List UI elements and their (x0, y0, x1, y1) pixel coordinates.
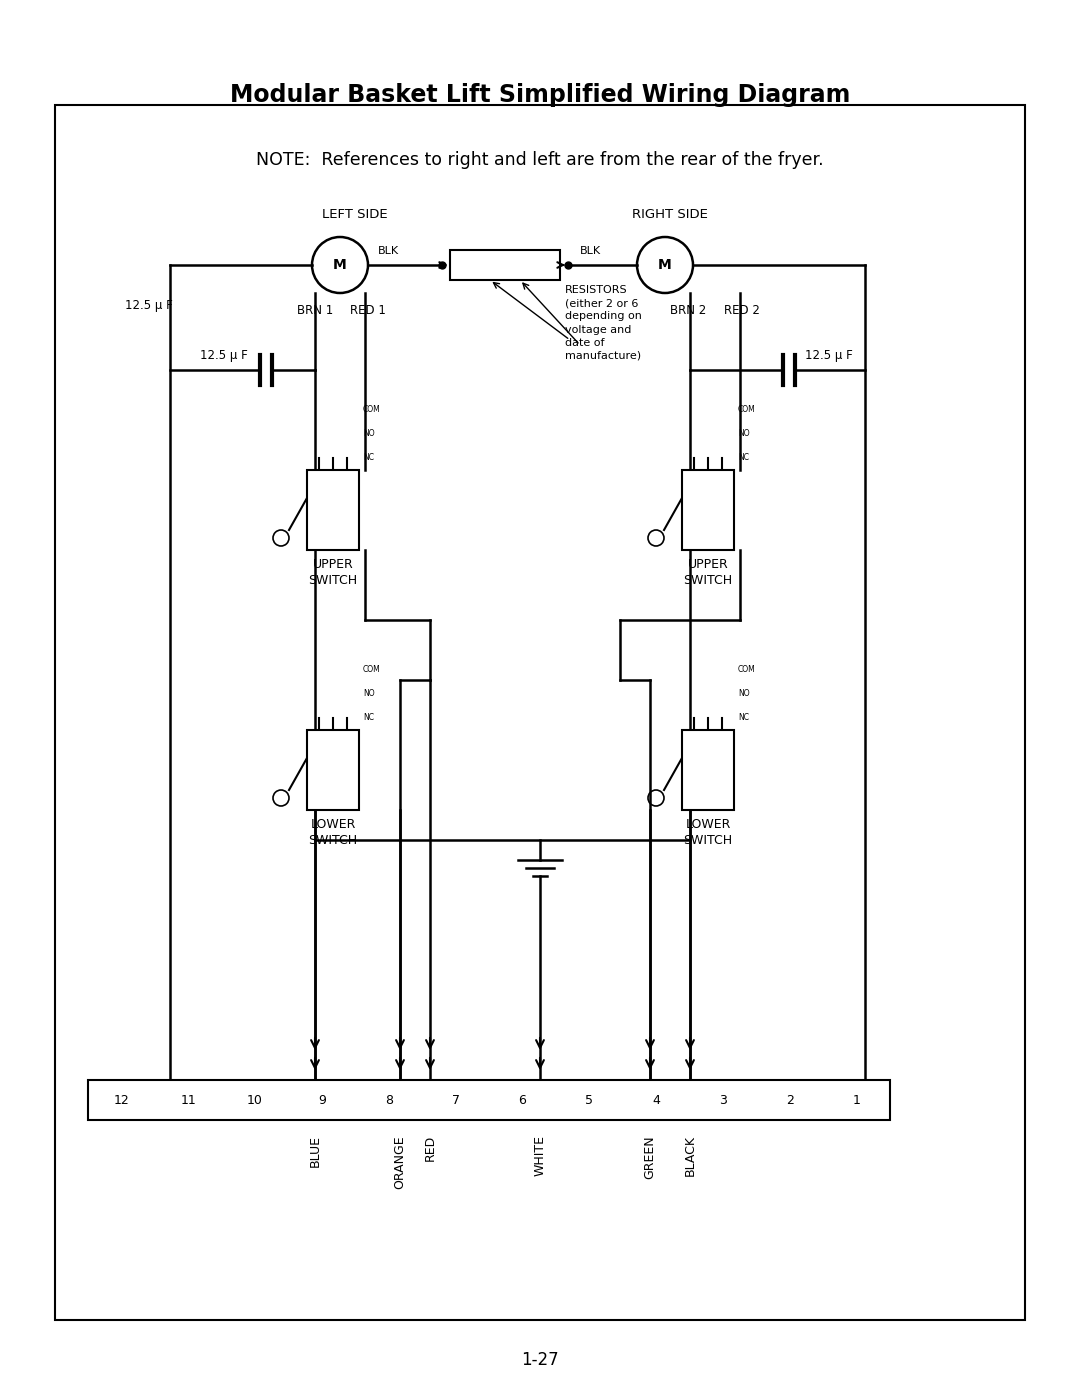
Text: 3: 3 (719, 1094, 727, 1106)
Text: 12: 12 (113, 1094, 130, 1106)
Text: COM: COM (363, 665, 381, 675)
Text: 1-27: 1-27 (522, 1351, 558, 1369)
Text: M: M (658, 258, 672, 272)
Text: NC: NC (363, 454, 374, 462)
Text: LEFT SIDE: LEFT SIDE (322, 208, 388, 222)
Text: COM: COM (363, 405, 381, 415)
Text: WHITE: WHITE (534, 1134, 546, 1176)
Text: LOWER
SWITCH: LOWER SWITCH (684, 819, 732, 847)
Text: 4: 4 (652, 1094, 660, 1106)
Text: 1: 1 (852, 1094, 861, 1106)
Text: 11: 11 (180, 1094, 197, 1106)
Text: 12.5 μ F: 12.5 μ F (125, 299, 173, 312)
Text: 8: 8 (384, 1094, 393, 1106)
Text: BLK: BLK (580, 246, 600, 256)
Text: 2: 2 (786, 1094, 794, 1106)
Bar (307, 469, 359, 550)
Text: BLK: BLK (377, 246, 399, 256)
Bar (87, 1080, 890, 1120)
Bar (681, 469, 734, 550)
Text: BLUE: BLUE (309, 1134, 322, 1166)
Text: LOWER
SWITCH: LOWER SWITCH (309, 819, 357, 847)
Text: 10: 10 (247, 1094, 264, 1106)
Text: NO: NO (738, 690, 750, 698)
Text: GREEN: GREEN (644, 1134, 657, 1179)
Text: NO: NO (363, 690, 375, 698)
Bar (681, 731, 734, 810)
Text: NO: NO (738, 429, 750, 439)
Text: Modular Basket Lift Simplified Wiring Diagram: Modular Basket Lift Simplified Wiring Di… (230, 82, 850, 108)
Bar (55, 105, 1025, 1320)
Text: UPPER
SWITCH: UPPER SWITCH (309, 557, 357, 587)
Text: 12.5 μ F: 12.5 μ F (200, 348, 247, 362)
Text: BRN 1: BRN 1 (297, 303, 333, 317)
Text: M: M (333, 258, 347, 272)
Text: 7: 7 (451, 1094, 460, 1106)
Text: BRN 2: BRN 2 (670, 303, 706, 317)
Text: NC: NC (738, 454, 750, 462)
Bar (307, 731, 359, 810)
Text: BLACK: BLACK (684, 1134, 697, 1176)
Text: 9: 9 (318, 1094, 326, 1106)
Text: NO: NO (363, 429, 375, 439)
Text: NC: NC (738, 714, 750, 722)
Text: 6: 6 (518, 1094, 526, 1106)
Text: RESISTORS
(either 2 or 6
depending on
voltage and
date of
manufacture): RESISTORS (either 2 or 6 depending on vo… (565, 285, 642, 360)
Text: RED: RED (423, 1134, 436, 1161)
Text: COM: COM (738, 665, 756, 675)
Text: 12.5 μ F: 12.5 μ F (805, 348, 853, 362)
Text: RED 1: RED 1 (350, 303, 386, 317)
Text: NC: NC (363, 714, 374, 722)
Bar (450, 250, 561, 279)
Text: ORANGE: ORANGE (393, 1134, 406, 1189)
Text: RIGHT SIDE: RIGHT SIDE (632, 208, 707, 222)
Text: RED 2: RED 2 (724, 303, 760, 317)
Text: COM: COM (738, 405, 756, 415)
Text: UPPER
SWITCH: UPPER SWITCH (684, 557, 732, 587)
Text: NOTE:  References to right and left are from the rear of the fryer.: NOTE: References to right and left are f… (256, 151, 824, 169)
Text: 5: 5 (585, 1094, 593, 1106)
